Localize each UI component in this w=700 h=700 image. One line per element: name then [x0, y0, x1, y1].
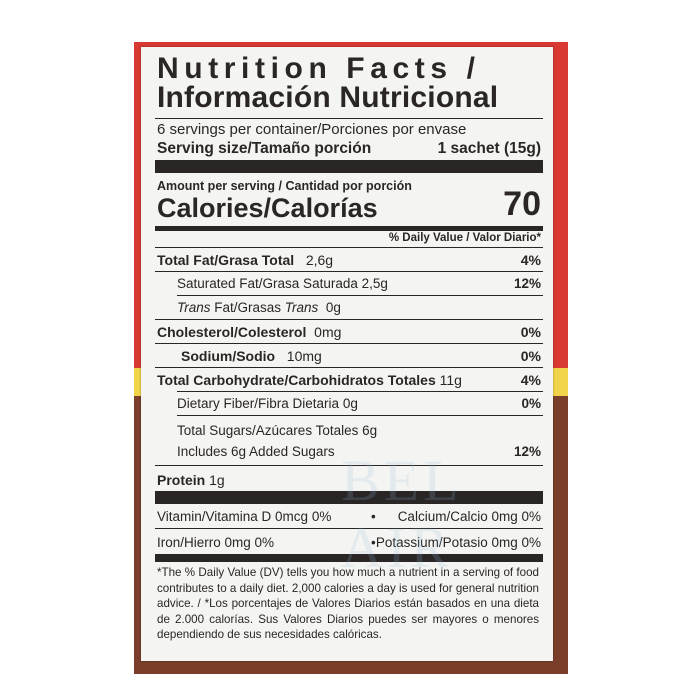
nutrient-row-added-sugars: Includes 6g Added Sugars 12% [177, 444, 541, 459]
calcium: Calcium/Calcio 0mg 0% [397, 509, 541, 524]
divider [155, 118, 543, 119]
divider [155, 528, 543, 529]
watermark-logo: BEL AIR [341, 448, 461, 580]
nutrient-row-cholesterol: Cholesterol/Colesterol 0mg 0% [157, 324, 541, 340]
calories-value: 70 [503, 185, 541, 223]
medium-divider [155, 226, 543, 231]
nutrient-label: Fat/Grasas [210, 300, 285, 315]
divider [177, 391, 543, 392]
nutrient-dv: 4% [520, 372, 541, 388]
nutrient-label: Sodium/Sodio [181, 348, 276, 364]
divider [155, 465, 543, 466]
divider [155, 247, 543, 248]
nutrient-label: Total Fat/Grasa Total [157, 252, 295, 268]
nutrient-amount: 2,6g [305, 252, 334, 268]
nutrient-label: Includes 6g Added Sugars [177, 444, 335, 459]
nutrient-amount: 10mg [286, 348, 322, 364]
nutrient-amount: 0g [342, 396, 358, 411]
calories-row: Calories/Calorías 70 [157, 185, 541, 224]
footnote: *The % Daily Value (DV) tells you how mu… [157, 566, 539, 642]
nutrition-facts-label: Nutrition Facts / Información Nutriciona… [141, 47, 553, 661]
nutrient-row-saturated-fat: Saturated Fat/Grasa Saturada 2,5g 12% [177, 276, 541, 291]
nutrient-label: Total Carbohydrate/Carbohidratos Totales [157, 372, 436, 388]
nutrient-row-protein: Protein 1g [157, 472, 541, 488]
title-spanish: Información Nutricional [157, 81, 499, 114]
bullet: • [371, 535, 376, 550]
nutrient-amount: 0g [325, 300, 341, 315]
nutrient-dv: 0% [521, 396, 541, 411]
thick-divider [155, 491, 543, 504]
nutrient-dv: 0% [520, 348, 541, 364]
potassium: Potassium/Potasio 0mg 0% [375, 535, 541, 550]
calories-label: Calories/Calorías [157, 193, 378, 223]
nutrient-amount: 0mg [314, 324, 342, 340]
amount-per-serving: Amount per serving / Cantidad por porció… [157, 179, 412, 193]
divider [177, 415, 543, 416]
divider [155, 319, 543, 320]
servings-per-container: 6 servings per container/Porciones por e… [157, 121, 467, 138]
nutrient-label: Total Sugars/Azúcares Totales [177, 423, 359, 438]
bullet: • [371, 509, 376, 524]
serving-size-value: 1 sachet (15g) [437, 140, 541, 157]
vitamin-row: Vitamin/Vitamina D 0mcg 0% • Calcium/Cal… [157, 509, 541, 524]
nutrient-dv: 12% [513, 276, 541, 291]
serving-size-label: Serving size/Tamaño porción [157, 140, 372, 157]
vitamin-d: Vitamin/Vitamina D 0mcg 0% [157, 509, 332, 524]
nutrient-dv: 4% [520, 252, 541, 268]
thick-divider [155, 554, 543, 562]
vitamin-row: Iron/Hierro 0mg 0% • Potassium/Potasio 0… [157, 535, 541, 550]
divider [155, 343, 543, 344]
nutrient-amount: 2,5g [361, 276, 388, 291]
serving-size: Serving size/Tamaño porción 1 sachet (15… [157, 140, 541, 158]
daily-value-header: % Daily Value / Valor Diario* [388, 232, 541, 244]
nutrient-dv: 12% [513, 444, 541, 459]
thick-divider [155, 160, 543, 173]
nutrient-amount: 6g [362, 423, 378, 438]
divider [155, 271, 543, 272]
nutrient-label: Dietary Fiber/Fibra Dietaria [177, 396, 340, 411]
iron: Iron/Hierro 0mg 0% [157, 535, 275, 550]
divider [177, 295, 543, 296]
nutrient-row-total-fat: Total Fat/Grasa Total 2,6g 4% [157, 252, 541, 268]
nutrient-row-sodium: Sodium/Sodio 10mg 0% [181, 348, 541, 364]
nutrient-label: Protein [157, 472, 206, 488]
nutrient-row-total-carbohydrate: Total Carbohydrate/Carbohidratos Totales… [157, 372, 541, 388]
nutrient-label: Saturated Fat/Grasa Saturada [177, 276, 358, 291]
nutrient-label: Trans [177, 300, 211, 315]
nutrient-row-total-sugars: Total Sugars/Azúcares Totales 6g [177, 423, 541, 438]
title-english: Nutrition Facts / [157, 52, 481, 85]
nutrient-dv: 0% [520, 324, 541, 340]
divider [155, 367, 543, 368]
nutrient-row-trans-fat: Trans Fat/Grasas Trans 0g [177, 300, 541, 315]
nutrient-label: Trans [284, 300, 319, 315]
nutrient-label: Cholesterol/Colesterol [157, 324, 307, 340]
nutrient-amount: 1g [209, 472, 225, 488]
nutrient-row-dietary-fiber: Dietary Fiber/Fibra Dietaria 0g 0% [177, 396, 541, 411]
nutrient-amount: 11g [439, 372, 462, 388]
